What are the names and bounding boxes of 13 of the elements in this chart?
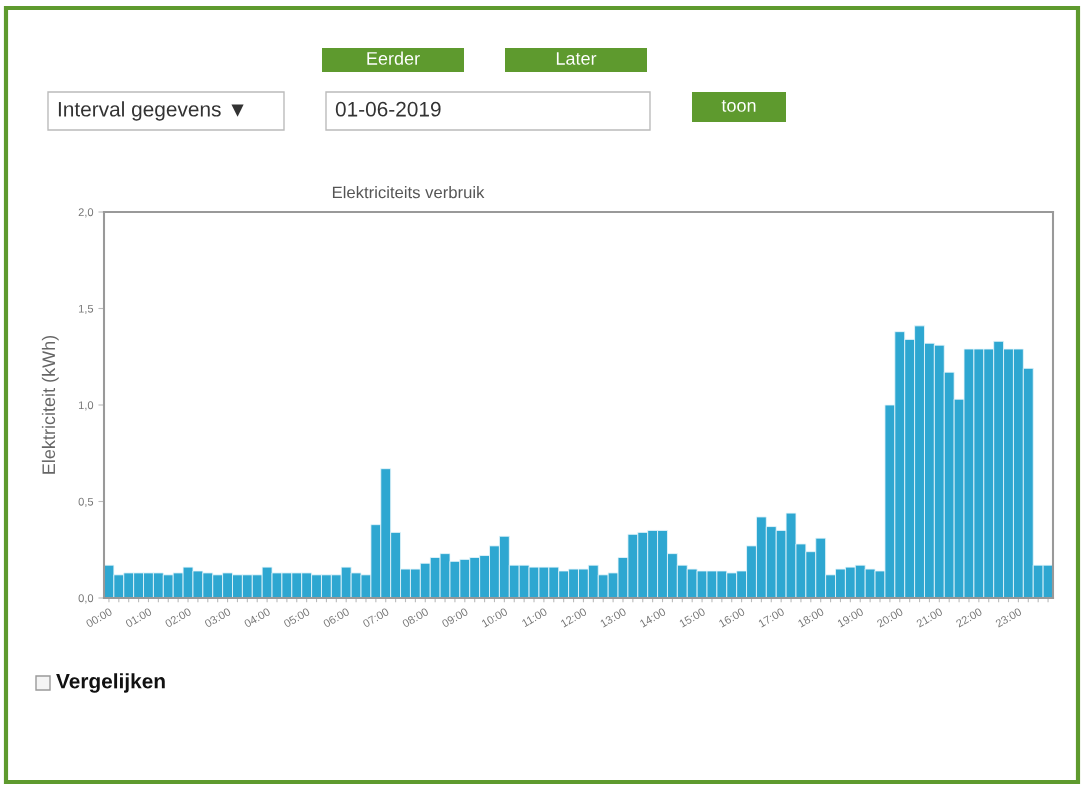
text: Vergelijken (56, 673, 165, 693)
y-tick-label: 2,0 (78, 208, 94, 218)
y-tick-label: 1,0 (78, 401, 94, 411)
text: Later (556, 52, 597, 65)
text: toon (721, 100, 756, 112)
y-tick-label: 0,0 (78, 594, 94, 604)
y-tick-label: 1,5 (78, 304, 94, 314)
y-axis-title: Elektriciteit (kWh) (41, 335, 59, 474)
text: Interval gegevens ▼ (58, 101, 244, 121)
text: 01-06-2019 (335, 101, 441, 117)
text: Eerder (367, 51, 420, 65)
y-tick-label: 0,5 (78, 497, 94, 507)
chart-title: Elektriciteits verbruik (332, 186, 485, 199)
